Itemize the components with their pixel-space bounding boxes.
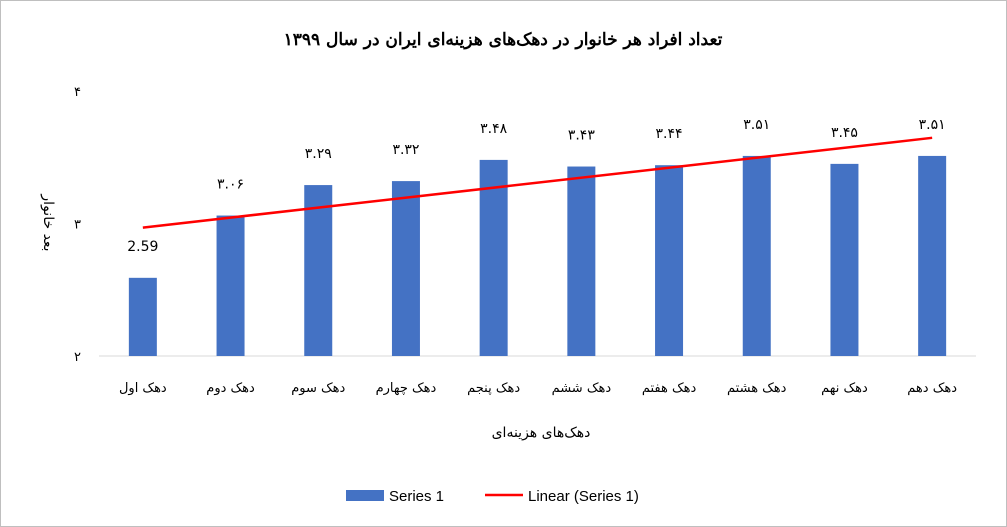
x-tick-label: دهک اول <box>119 381 167 396</box>
x-tick-label: دهک ششم <box>552 381 612 396</box>
bar <box>655 165 684 356</box>
x-tick-label: دهک چهارم <box>376 381 437 396</box>
bar <box>742 155 771 356</box>
data-label: ۳.۵۱ <box>919 117 946 133</box>
data-label: ۳.۲۹ <box>305 146 332 162</box>
y-tick-label: ۴ <box>74 85 81 100</box>
x-tick-label: دهک پنجم <box>467 381 520 396</box>
bar <box>304 185 333 356</box>
y-tick-label: ۲ <box>74 350 81 365</box>
chart-title: تعداد افراد هر خانوار در دهک‌های هزینه‌ا… <box>284 30 723 50</box>
data-label: ۳.۵۱ <box>743 117 770 133</box>
x-tick-label: دهک دهم <box>907 381 957 396</box>
bar <box>918 155 947 356</box>
data-labels: 2.59 ۳.۰۶ ۳.۲۹ ۳.۳۲ ۳.۴۸ ۳.۴۳ ۳.۴۴ ۳.۵۱ ۳.۴۵ ۳.۵۱ <box>127 117 945 255</box>
legend-label-series-1: Series 1 <box>389 488 444 505</box>
data-label: ۳.۰۶ <box>217 177 244 193</box>
data-label: ۳.۴۸ <box>480 121 507 137</box>
data-label: ۳.۴۴ <box>656 126 683 142</box>
bar <box>391 181 420 356</box>
x-tick-label: دهک دوم <box>206 381 255 396</box>
y-axis-title: بعد خانوار <box>40 193 56 251</box>
bar-series <box>128 155 947 356</box>
x-axis-title: دهک‌های هزینه‌ای <box>492 425 591 441</box>
x-tick-label: دهک هفتم <box>642 381 697 396</box>
bar <box>479 159 508 356</box>
legend-label-trendline: Linear (Series 1) <box>528 488 639 505</box>
bar <box>567 166 596 356</box>
data-label: ۳.۴۳ <box>568 128 595 144</box>
y-tick-label: ۳ <box>74 218 81 233</box>
x-tick-label: دهک سوم <box>291 381 345 396</box>
x-tick-label: دهک هشتم <box>727 381 787 396</box>
x-axis-categories: دهک اول دهک دوم دهک سوم دهک چهارم دهک پنجم ده… <box>119 381 957 396</box>
data-label: ۳.۴۵ <box>831 125 858 141</box>
data-label: 2.59 <box>127 239 158 255</box>
legend-swatch-series-1 <box>346 490 384 501</box>
trendline-line <box>142 136 933 229</box>
y-axis: ۲ ۳ ۴ <box>74 85 81 365</box>
bar <box>216 215 245 356</box>
bar <box>830 163 859 356</box>
data-label: ۳.۳۲ <box>392 142 419 158</box>
bar <box>128 277 157 356</box>
legend: Series 1 Linear (Series 1) <box>346 488 639 505</box>
x-tick-label: دهک نهم <box>821 381 868 396</box>
trendline <box>142 136 933 229</box>
